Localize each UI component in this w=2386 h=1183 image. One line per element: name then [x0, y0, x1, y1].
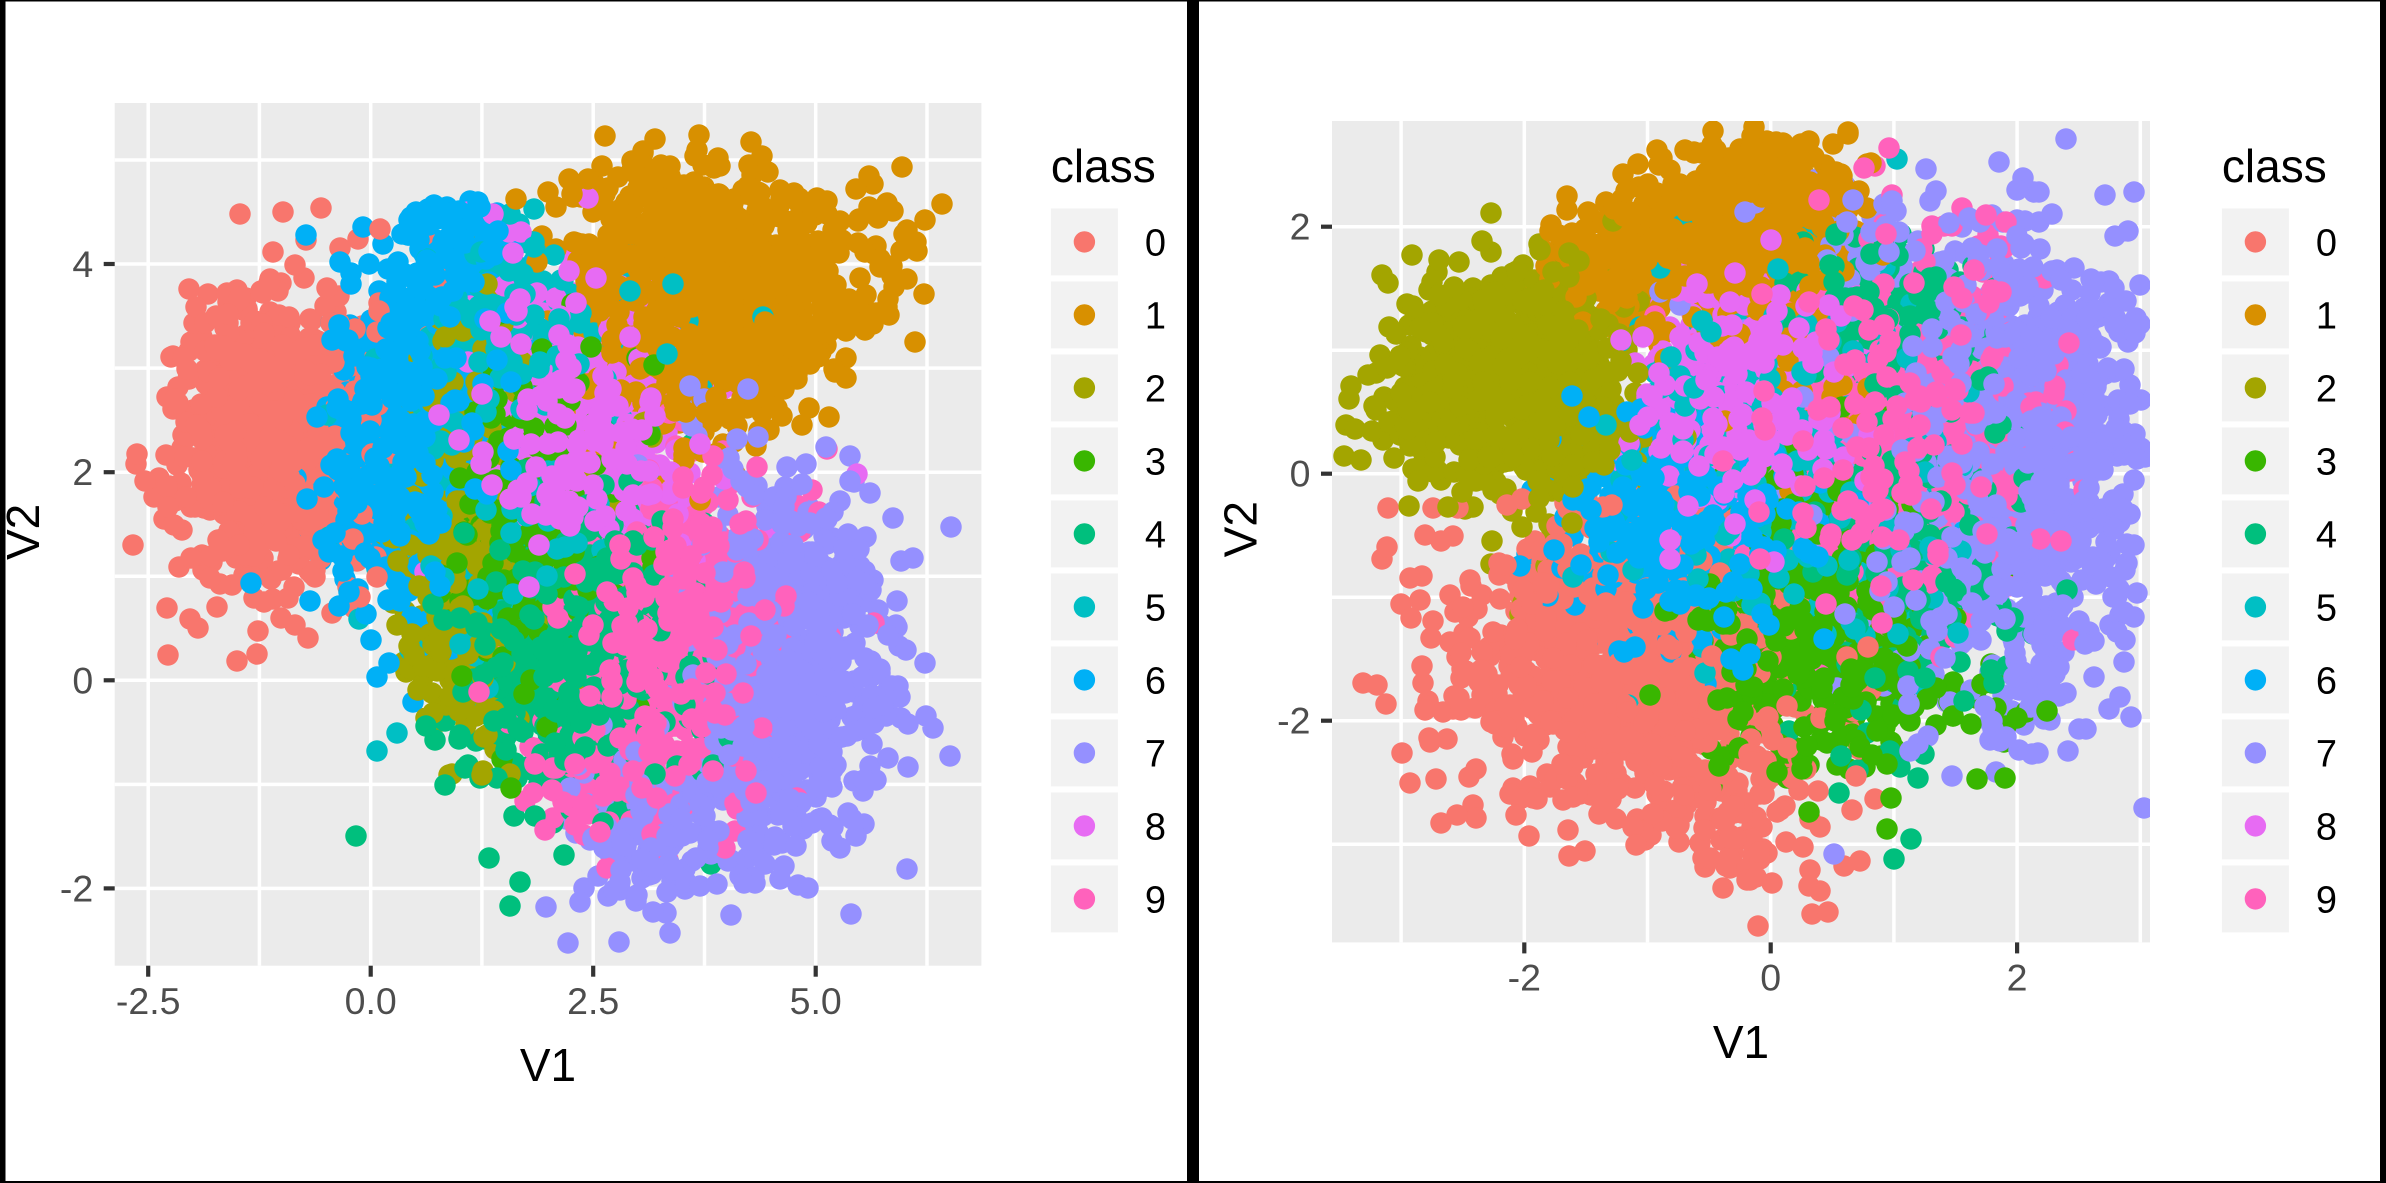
svg-text:3: 3: [1145, 441, 1166, 483]
svg-text:5.0: 5.0: [790, 980, 842, 1022]
svg-text:2: 2: [1290, 206, 1311, 248]
svg-text:-2: -2: [1277, 700, 1310, 742]
svg-text:9: 9: [1145, 879, 1166, 921]
svg-text:0: 0: [1145, 222, 1166, 264]
svg-text:-2: -2: [1508, 957, 1541, 999]
svg-text:0: 0: [1290, 453, 1311, 495]
svg-text:4: 4: [1145, 514, 1166, 556]
svg-text:6: 6: [2316, 660, 2337, 702]
svg-text:V2: V2: [0, 504, 49, 560]
svg-text:8: 8: [2316, 806, 2337, 848]
svg-text:4: 4: [2316, 514, 2337, 556]
svg-text:class: class: [2222, 140, 2327, 192]
svg-text:1: 1: [2316, 295, 2337, 337]
svg-text:0.0: 0.0: [345, 980, 397, 1022]
svg-text:1: 1: [1145, 295, 1166, 337]
svg-text:7: 7: [2316, 733, 2337, 775]
svg-text:4: 4: [72, 243, 93, 285]
svg-text:-2.5: -2.5: [116, 980, 181, 1022]
svg-text:3: 3: [2316, 441, 2337, 483]
svg-text:V1: V1: [520, 1039, 576, 1091]
svg-text:2: 2: [72, 451, 93, 493]
svg-text:V2: V2: [1215, 501, 1267, 557]
svg-text:-2: -2: [60, 867, 93, 909]
svg-text:2: 2: [2316, 368, 2337, 410]
svg-text:7: 7: [1145, 733, 1166, 775]
svg-text:0: 0: [1760, 957, 1781, 999]
svg-text:9: 9: [2316, 879, 2337, 921]
svg-text:2: 2: [1145, 368, 1166, 410]
svg-text:0: 0: [2316, 222, 2337, 264]
svg-text:5: 5: [2316, 587, 2337, 629]
svg-text:5: 5: [1145, 587, 1166, 629]
svg-text:class: class: [1051, 140, 1156, 192]
svg-text:V1: V1: [1713, 1016, 1769, 1068]
svg-text:2.5: 2.5: [567, 980, 619, 1022]
svg-text:8: 8: [1145, 806, 1166, 848]
svg-text:2: 2: [2007, 957, 2028, 999]
svg-text:6: 6: [1145, 660, 1166, 702]
svg-text:0: 0: [72, 659, 93, 701]
